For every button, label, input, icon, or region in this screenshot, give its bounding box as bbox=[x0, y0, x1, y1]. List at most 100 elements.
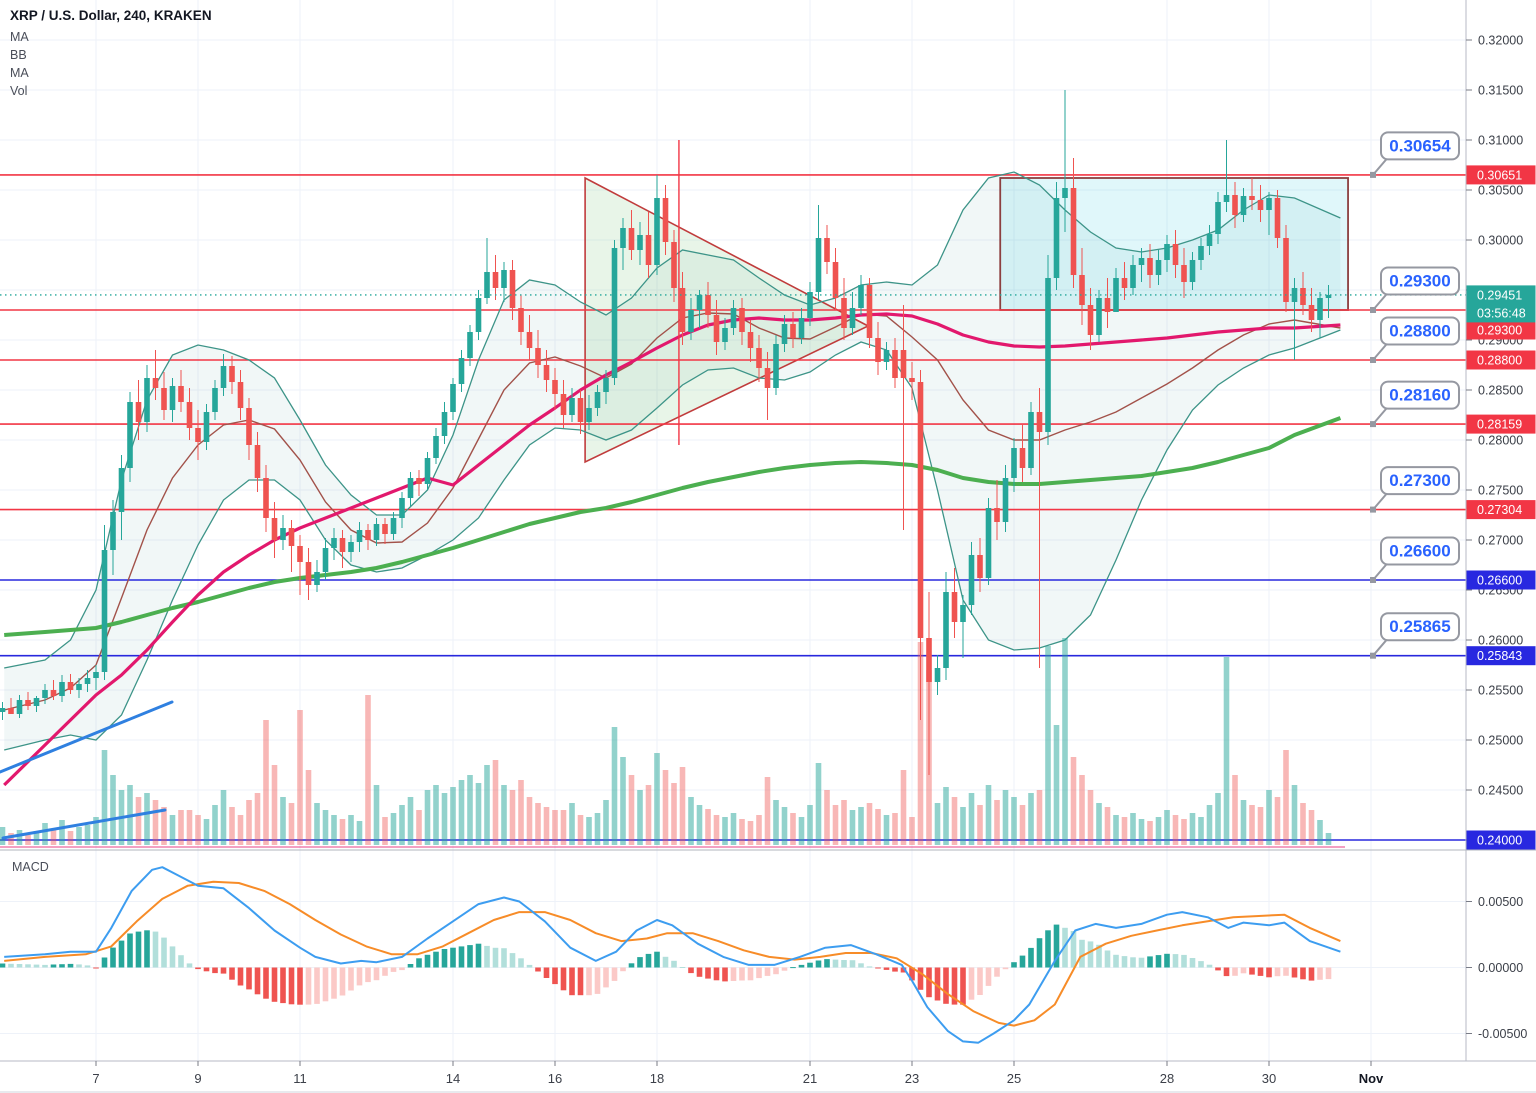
candle-body bbox=[900, 350, 907, 378]
price-axis[interactable]: 0.320000.315000.310000.305000.300000.295… bbox=[1465, 0, 1536, 1093]
macd-hist-bar bbox=[1104, 950, 1111, 968]
macd-hist-bar bbox=[339, 967, 346, 996]
macd-hist-bar bbox=[1062, 927, 1068, 968]
price-line-label-0.29300: 0.29300 bbox=[1466, 320, 1536, 340]
candle-body bbox=[586, 408, 592, 422]
time-tick-label: Nov bbox=[1359, 1071, 1384, 1086]
macd-signal-line[interactable] bbox=[4, 880, 1341, 1027]
volume-bar bbox=[1257, 807, 1264, 845]
price-callout-0.28160[interactable]: 0.28160 bbox=[1370, 380, 1460, 428]
callout-text: 0.30654 bbox=[1389, 136, 1451, 155]
volume-bar bbox=[331, 815, 337, 845]
time-tick-label: 14 bbox=[446, 1071, 460, 1086]
macd-hist-bar bbox=[501, 948, 507, 968]
candle-body bbox=[1257, 200, 1264, 210]
candle-body bbox=[195, 428, 201, 442]
trend-line-1[interactable] bbox=[0, 700, 174, 774]
volume-bar bbox=[705, 809, 711, 845]
indicator-label-ma2[interactable]: MA bbox=[10, 66, 29, 80]
candle-body bbox=[994, 508, 1000, 522]
macd-hist-bar bbox=[399, 967, 405, 971]
candle-body bbox=[101, 550, 108, 672]
candle-body bbox=[1045, 278, 1051, 432]
price-tick-label: 0.27500 bbox=[1478, 484, 1523, 498]
volume-bar bbox=[42, 823, 48, 845]
candle-body bbox=[535, 348, 541, 365]
volume-bar bbox=[535, 803, 541, 845]
candle-body bbox=[1053, 198, 1060, 278]
volume-bar bbox=[977, 805, 983, 845]
candle-body bbox=[654, 198, 660, 265]
candle-body bbox=[526, 332, 533, 348]
candle-body bbox=[271, 518, 278, 540]
trend-line-2[interactable] bbox=[1, 808, 167, 840]
price-callout-0.25865[interactable]: 0.25865 bbox=[1370, 612, 1460, 659]
macd-hist-bar bbox=[518, 958, 524, 968]
candle-body bbox=[985, 508, 992, 578]
volume-bar bbox=[679, 767, 686, 845]
volume-bar bbox=[798, 817, 805, 845]
macd-hist-bar bbox=[1291, 967, 1298, 978]
macd-hist-bar bbox=[722, 967, 728, 982]
macd-hist-bar bbox=[934, 967, 941, 1001]
indicator-label-ma1[interactable]: MA bbox=[10, 30, 29, 44]
macd-hist-bar bbox=[1121, 956, 1128, 968]
price-callout-0.30654[interactable]: 0.30654 bbox=[1370, 131, 1460, 178]
volume-bar bbox=[1181, 819, 1187, 845]
macd-hist-bar bbox=[348, 967, 354, 991]
bb-upper-band[interactable] bbox=[4, 171, 1341, 669]
bb-lower-band[interactable] bbox=[4, 329, 1341, 751]
candle-body bbox=[169, 386, 176, 410]
macd-hist-bar bbox=[594, 967, 601, 994]
symbol-legend: XRP / U.S. Dollar, 240, KRAKEN MA BB MA … bbox=[10, 8, 212, 102]
price-callout-0.28800[interactable]: 0.28800 bbox=[1370, 316, 1460, 364]
macd-hist-bar bbox=[450, 947, 456, 968]
candle-body bbox=[628, 228, 635, 250]
indicator-label-vol[interactable]: Vol bbox=[10, 84, 28, 98]
price-callout-0.26600[interactable]: 0.26600 bbox=[1370, 536, 1460, 584]
volume-bar bbox=[696, 805, 703, 845]
volume-bar bbox=[407, 797, 414, 845]
macd-hist-bar bbox=[773, 967, 779, 975]
candle-body bbox=[186, 402, 193, 428]
candle-body bbox=[424, 458, 431, 484]
time-axis[interactable]: 7 9 11 14 16 18 21 23 25 28 30 Nov bbox=[0, 1060, 1536, 1093]
ma-slow-green-line[interactable] bbox=[4, 416, 1342, 637]
price-line-label-0.24000: 0.24000 bbox=[1466, 830, 1536, 850]
macd-hist-bar bbox=[1045, 930, 1051, 968]
price-callout-0.29300[interactable]: 0.29300 bbox=[1370, 266, 1460, 314]
macd-hist-bar bbox=[1215, 967, 1221, 971]
candle-body bbox=[76, 684, 82, 690]
candle-body bbox=[67, 682, 74, 690]
candle-body bbox=[518, 308, 524, 332]
ma-fast-pink-line[interactable] bbox=[3, 312, 1341, 787]
macd-hist-bar bbox=[569, 967, 575, 996]
candle-body bbox=[254, 445, 261, 478]
volume-bar bbox=[518, 780, 524, 845]
volume-bar bbox=[101, 750, 108, 845]
candle-body bbox=[237, 382, 244, 408]
macd-hist-bar bbox=[1206, 964, 1213, 968]
macd-hist-bar bbox=[1002, 967, 1009, 970]
volume-bar bbox=[1189, 813, 1196, 845]
volume-bar bbox=[161, 807, 167, 845]
macd-indicator-label[interactable]: MACD bbox=[12, 860, 49, 874]
macd-hist-bar bbox=[1019, 955, 1026, 968]
price-callout-0.27300[interactable]: 0.27300 bbox=[1370, 466, 1460, 513]
candle-body bbox=[84, 678, 91, 684]
symbol-title[interactable]: XRP / U.S. Dollar, 240, KRAKEN bbox=[10, 8, 212, 23]
volume-bar bbox=[67, 831, 74, 845]
price-tick-label: 0.28000 bbox=[1478, 434, 1523, 448]
volume-bar bbox=[739, 819, 745, 845]
macd-line[interactable] bbox=[4, 866, 1341, 1044]
candle-body bbox=[484, 272, 490, 298]
bb-basis-line[interactable] bbox=[4, 312, 1341, 711]
candle-body bbox=[934, 668, 941, 682]
price-line-label-0.28800: 0.28800 bbox=[1466, 350, 1536, 370]
candle-body bbox=[577, 398, 584, 422]
macd-hist-bar bbox=[637, 957, 643, 968]
macd-hist-bar bbox=[1028, 947, 1034, 968]
volume-bar bbox=[722, 817, 728, 845]
indicator-label-bb[interactable]: BB bbox=[10, 48, 27, 62]
